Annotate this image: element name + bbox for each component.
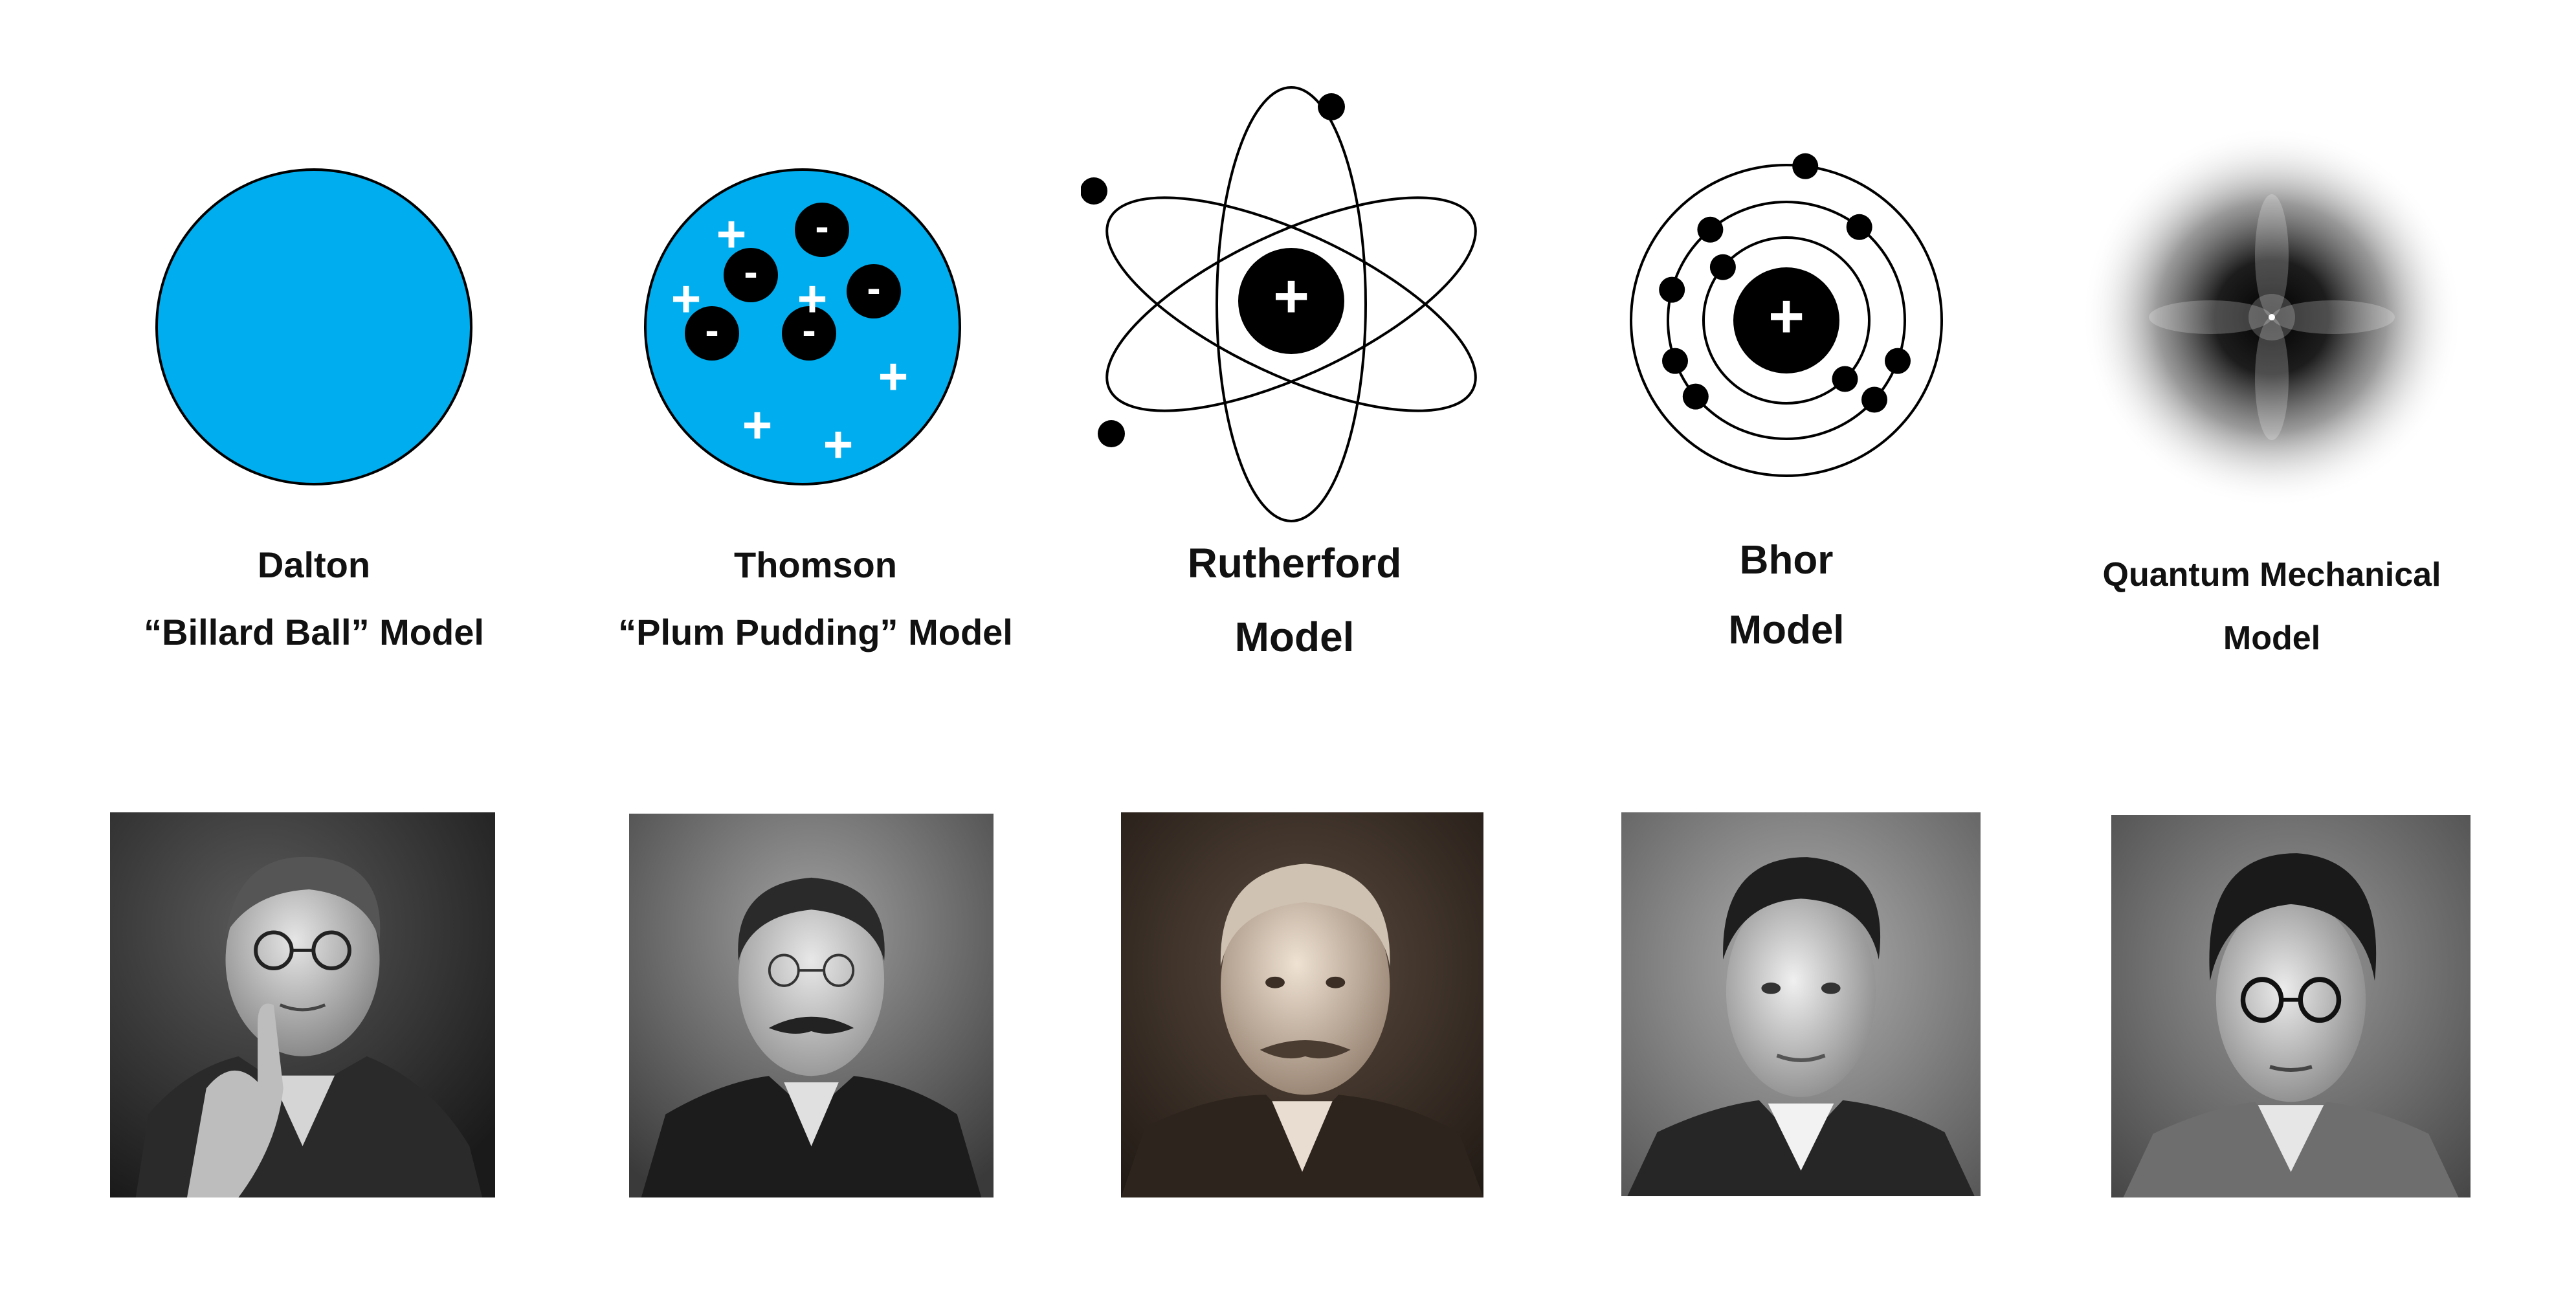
- bohr-electron: [1832, 366, 1858, 392]
- thomson-positive-charge: +: [671, 270, 702, 328]
- thomson-negative-symbol: -: [802, 307, 816, 353]
- thomson-negative-charge: [685, 306, 739, 361]
- dalton-model-name: “Billard Ball” Model: [144, 612, 484, 652]
- bohr-shell-inner: [1702, 236, 1871, 405]
- rutherford-nucleus: [1238, 248, 1344, 354]
- dalton-name: Dalton: [257, 544, 371, 585]
- thomson-negative-charge: [782, 306, 836, 361]
- thomson-name: Thomson: [734, 544, 897, 585]
- bohr-electron: [1885, 348, 1911, 374]
- quantum-model-label: Quantum Mechanical Model: [2045, 558, 2498, 655]
- rutherford-nucleus-symbol: +: [1273, 262, 1309, 331]
- bohr-electron: [1792, 153, 1819, 179]
- thomson-model-label: Thomson “Plum Pudding” Model: [573, 547, 1058, 651]
- rutherford-name: Rutherford: [1187, 540, 1402, 586]
- thomson-negative-charge: [724, 248, 778, 302]
- quantum-name: Quantum Mechanical: [2102, 556, 2441, 594]
- rutherford-orbit-vertical: [1216, 86, 1367, 522]
- rutherford-electron: [1080, 177, 1107, 205]
- dalton-model-label: Dalton “Billard Ball” Model: [91, 547, 537, 651]
- rutherford-orbit-tilted-b: [1105, 196, 1477, 412]
- rutherford-portrait: [1121, 812, 1483, 1197]
- thomson-negative-symbol: -: [705, 307, 718, 353]
- rutherford-electron: [1318, 93, 1345, 120]
- rutherford-model-label: Rutherford Model: [1100, 542, 1489, 658]
- bohr-model-name: Model: [1728, 608, 1845, 652]
- thomson-model-name: “Plum Pudding” Model: [618, 612, 1013, 652]
- dalton-portrait: [110, 812, 495, 1197]
- bohr-electron: [1662, 348, 1688, 374]
- thomson-positive-charge: +: [742, 396, 773, 454]
- thomson-negative-charge: [795, 203, 849, 257]
- rutherford-model-name: Model: [1234, 614, 1355, 660]
- quantum-nucleus-dot: [2269, 314, 2275, 320]
- thomson-negative-symbol: -: [867, 265, 880, 311]
- quantum-atom-diagram: [2071, 126, 2472, 518]
- bohr-electron: [1659, 276, 1685, 303]
- thomson-positive-charge: +: [797, 270, 828, 328]
- quantum-orbital-lobe: [2255, 317, 2289, 440]
- schrodinger-portrait: [2111, 815, 2471, 1197]
- rutherford-atom-diagram: +: [1080, 71, 1502, 537]
- thomson-negative-symbol: -: [815, 203, 828, 250]
- bohr-electron: [1697, 216, 1724, 243]
- quantum-orbital-lobe: [2255, 194, 2289, 317]
- bohr-shell-middle: [1667, 201, 1906, 440]
- thomson-negative-symbol: -: [744, 249, 757, 295]
- bohr-shell-outer: [1630, 164, 1943, 477]
- thomson-positive-charge: +: [716, 205, 747, 263]
- bohr-atom-diagram: +: [1618, 142, 1955, 498]
- quantum-orbital-lobe: [2149, 300, 2272, 334]
- dalton-atom-diagram: [149, 162, 479, 492]
- thomson-positive-charge: +: [878, 348, 909, 405]
- bohr-model-label: Bhor Model: [1657, 540, 1916, 651]
- quantum-orbital-lobe: [2272, 300, 2395, 334]
- thomson-positive-charge: +: [823, 416, 854, 473]
- thomson-portrait: [629, 814, 994, 1197]
- thomson-negative-charge: [847, 264, 901, 318]
- bohr-electron: [1709, 254, 1736, 280]
- bohr-electron: [1682, 383, 1709, 410]
- thomson-atom-diagram: - - - - - + + + + + +: [638, 162, 968, 492]
- bohr-electron: [1861, 386, 1887, 413]
- bohr-portrait: [1621, 812, 1981, 1196]
- quantum-model-name: Model: [2223, 619, 2321, 657]
- bohr-nucleus: [1733, 267, 1839, 373]
- bohr-electron: [1846, 214, 1872, 240]
- bohr-name: Bhor: [1739, 538, 1834, 583]
- bohr-nucleus-symbol: +: [1768, 282, 1804, 351]
- dalton-sphere: [155, 168, 472, 485]
- rutherford-orbit-tilted-a: [1105, 196, 1477, 412]
- rutherford-electron: [1098, 420, 1125, 447]
